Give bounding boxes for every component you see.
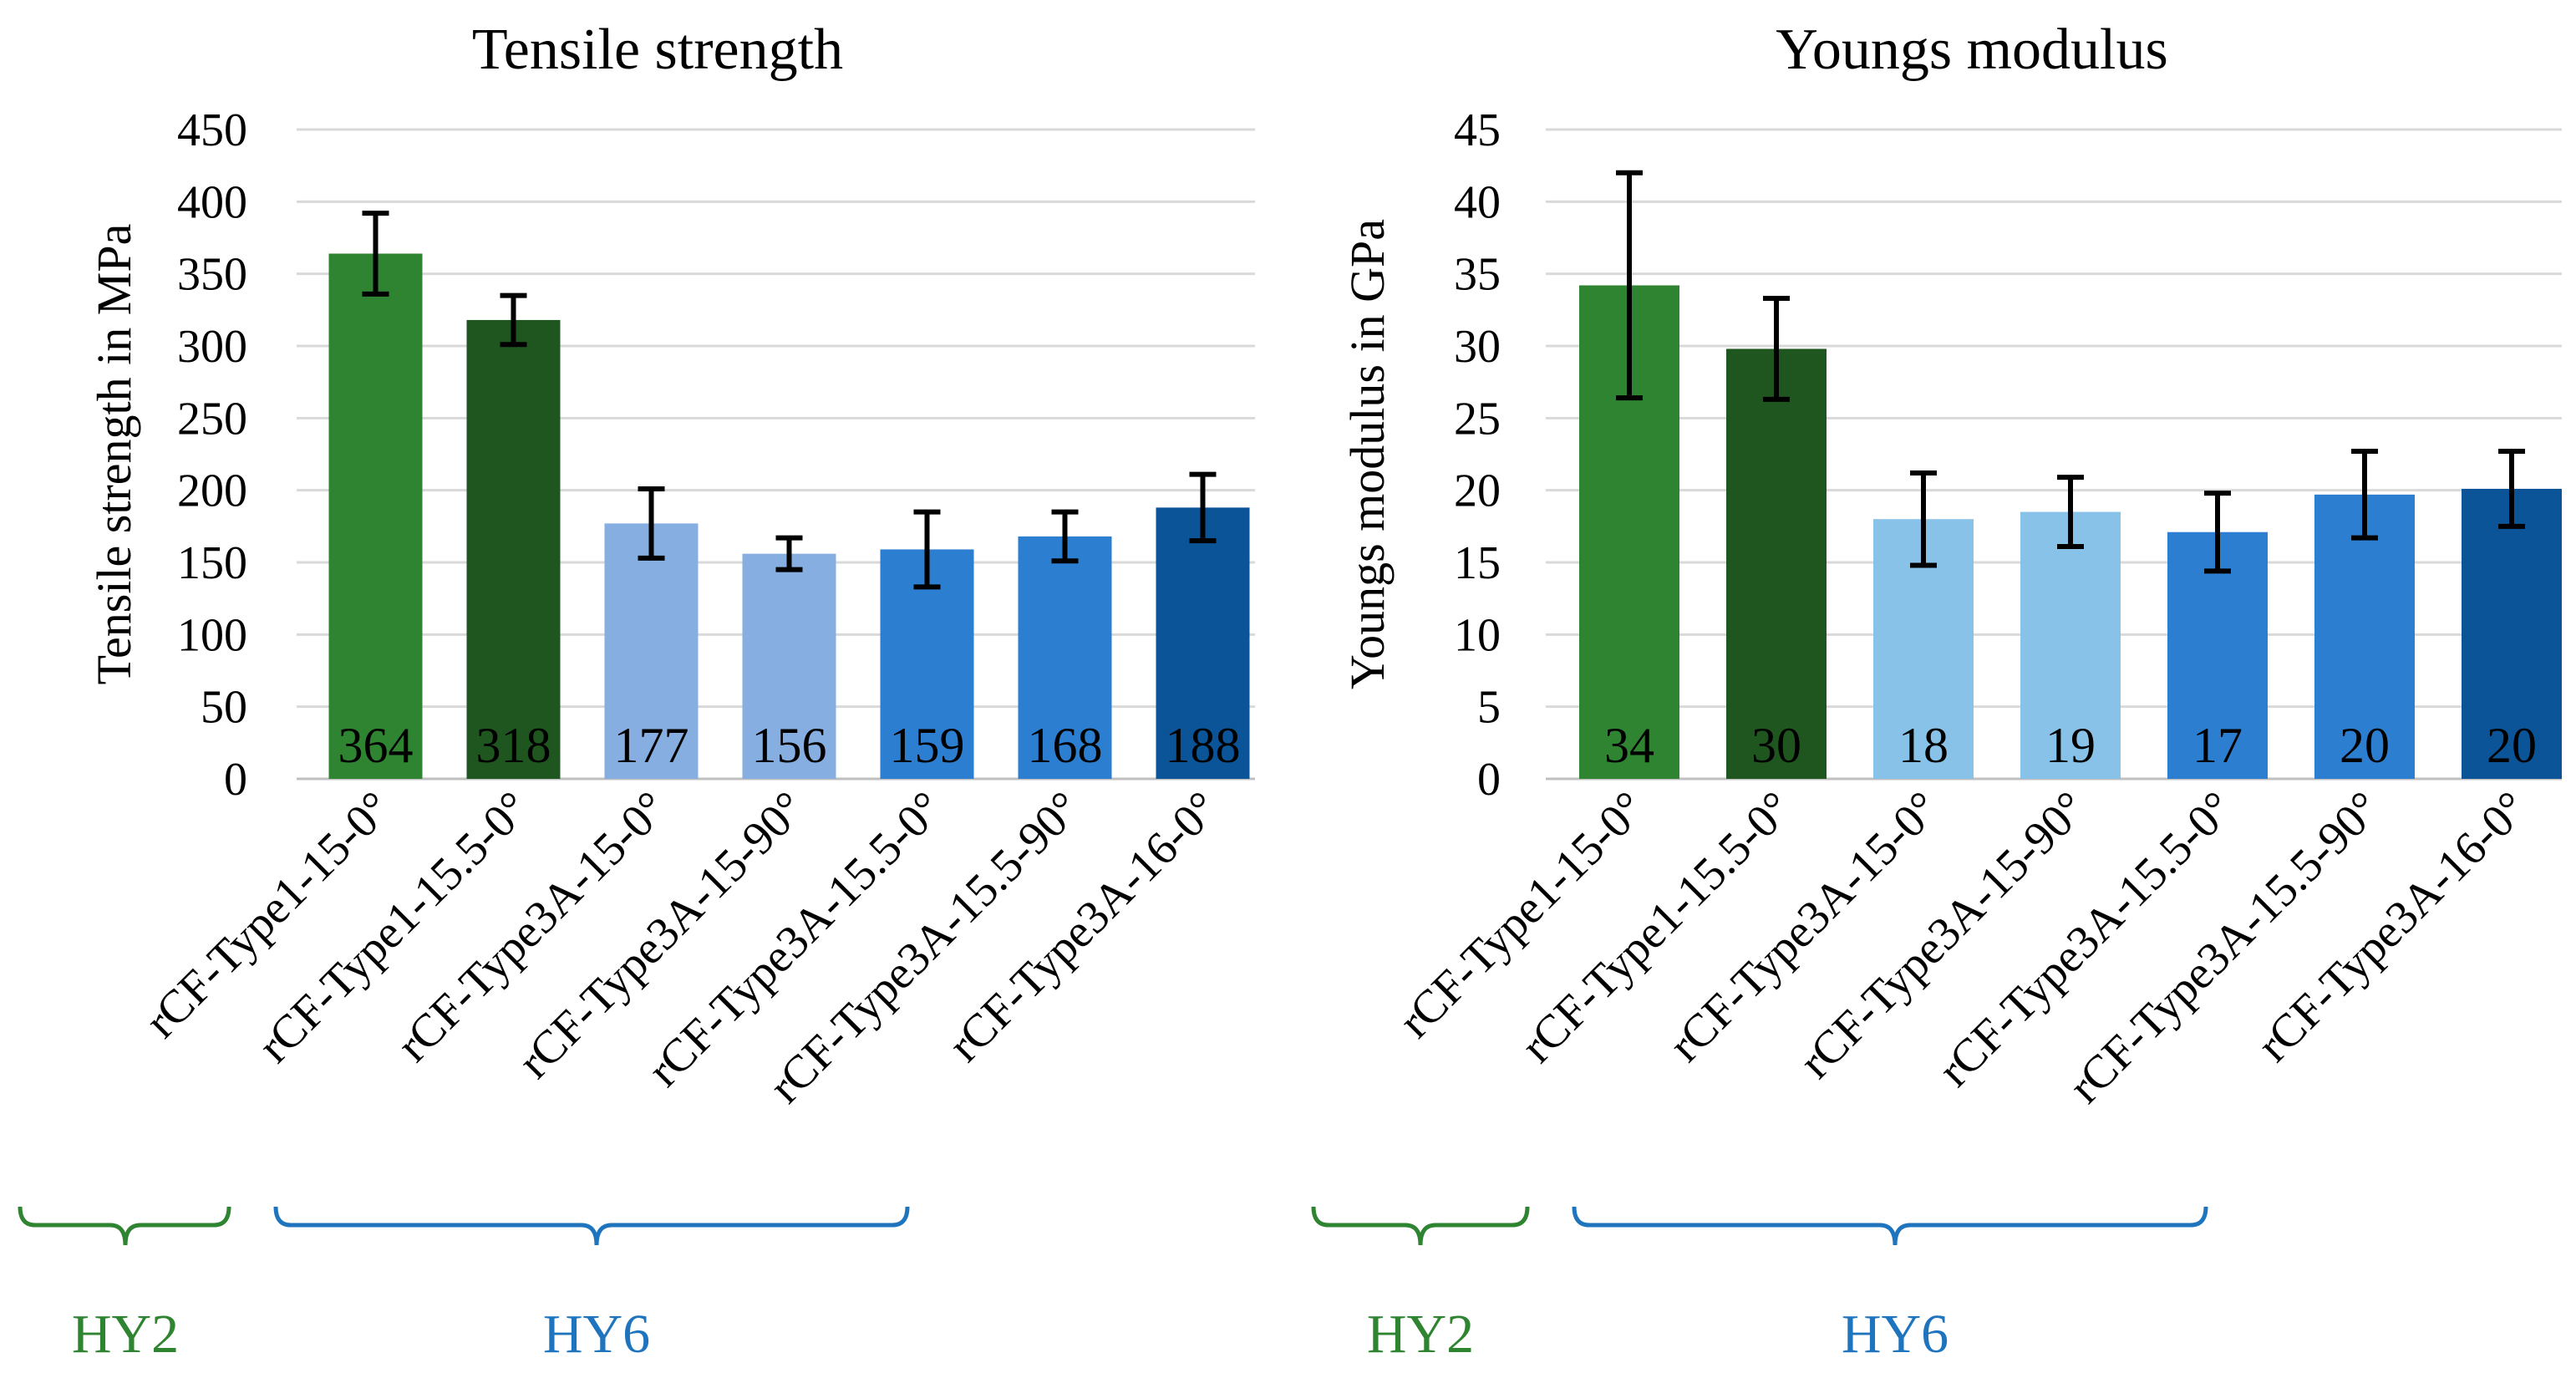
- data-label: 19: [2045, 718, 2096, 773]
- y-tick-label: 40: [1454, 176, 1501, 228]
- y-tick-label: 15: [1454, 537, 1501, 589]
- y-tick-label: 20: [1454, 465, 1501, 517]
- data-label: 30: [1751, 718, 1801, 773]
- y-tick-label: 450: [177, 104, 247, 156]
- group-brace: [1311, 1206, 1530, 1246]
- error-bar: [1189, 471, 1217, 544]
- data-label: 17: [2192, 718, 2243, 773]
- y-axis-label: Youngs modulus in GPa: [1340, 219, 1395, 689]
- error-bar: [775, 535, 803, 572]
- error-bar: [1910, 470, 1937, 568]
- y-axis-label: Tensile strength in MPa: [87, 224, 141, 685]
- group-label: HY2: [72, 1304, 179, 1365]
- y-tick-label: 30: [1454, 321, 1501, 373]
- y-tick-label: 250: [177, 393, 247, 445]
- bar: [2020, 511, 2121, 779]
- x-tick-label: rCF-Type3A-15-0°: [1659, 781, 1949, 1071]
- bar: [328, 253, 423, 779]
- bar: [1018, 536, 1112, 779]
- group-label: HY2: [1367, 1304, 1474, 1365]
- y-tick-label: 300: [177, 321, 247, 373]
- y-tick-label: 100: [177, 609, 247, 661]
- error-bar: [1051, 509, 1079, 564]
- data-label: 188: [1166, 718, 1241, 773]
- group-brace: [273, 1206, 910, 1246]
- y-tick-label: 25: [1454, 393, 1501, 445]
- error-bar: [2204, 491, 2231, 574]
- chart-title: Youngs modulus: [1776, 18, 2167, 82]
- data-label: 177: [614, 718, 689, 773]
- y-tick-label: 45: [1454, 104, 1501, 156]
- tensile-strength-chart: Tensile strength Tensile strength in MPa 0…: [18, 18, 1255, 1365]
- data-label: 18: [1898, 718, 1949, 773]
- data-label: 364: [338, 718, 414, 773]
- data-label: 159: [890, 718, 965, 773]
- bar: [1156, 507, 1250, 779]
- x-tick-label: rCF-Type1-15.5-0°: [1512, 781, 1802, 1072]
- error-bar: [638, 486, 665, 561]
- x-tick-label: rCF-Type3A-16-0°: [2248, 781, 2538, 1071]
- bar: [2314, 494, 2415, 779]
- x-tick-label: rCF-Type1-15-0°: [1390, 781, 1656, 1048]
- data-label: 20: [2340, 718, 2390, 773]
- y-tick-label: 10: [1454, 609, 1501, 661]
- y-tick-label: 5: [1477, 682, 1501, 734]
- data-label: 168: [1028, 718, 1103, 773]
- y-tick-label: 400: [177, 176, 247, 228]
- data-label: 318: [476, 718, 551, 773]
- y-tick-label: 200: [177, 465, 247, 517]
- group-brace: [1572, 1206, 2208, 1246]
- bar: [1726, 348, 1827, 779]
- y-tick-label: 35: [1454, 249, 1501, 301]
- y-tick-label: 50: [201, 682, 247, 734]
- y-tick-label: 0: [1477, 754, 1501, 806]
- error-bar: [2498, 449, 2525, 529]
- group-label: HY6: [543, 1304, 650, 1365]
- youngs-modulus-chart: Youngs modulus Youngs modulus in GPa 0 5 10 1…: [1311, 18, 2562, 1365]
- error-bar: [500, 292, 527, 348]
- group-brace: [18, 1206, 231, 1246]
- error-bar: [913, 509, 941, 590]
- error-bar: [362, 211, 389, 297]
- data-label: 20: [2487, 718, 2537, 773]
- x-tick-label: rCF-Type3A-15-90°: [1790, 781, 2096, 1088]
- y-tick-label: 0: [224, 754, 247, 806]
- y-tick-label: 150: [177, 537, 247, 589]
- error-bar: [1763, 296, 1790, 402]
- error-bar: [2351, 449, 2378, 541]
- y-tick-label: 350: [177, 249, 247, 301]
- bar: [466, 319, 561, 779]
- error-bar: [2057, 475, 2084, 550]
- bar: [604, 523, 699, 779]
- x-tick-label: rCF-Type1-15-0°: [135, 781, 402, 1048]
- error-bar: [1616, 170, 1643, 401]
- bar: [742, 553, 836, 779]
- bar: [2462, 488, 2562, 779]
- data-label: 34: [1604, 718, 1654, 773]
- data-label: 156: [752, 718, 827, 773]
- group-label: HY6: [1842, 1304, 1949, 1365]
- chart-title: Tensile strength: [472, 18, 843, 82]
